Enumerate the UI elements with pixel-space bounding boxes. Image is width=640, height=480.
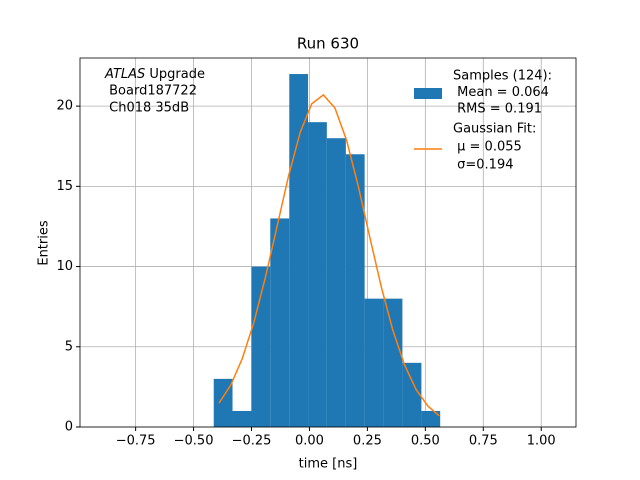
fit-line — [218, 93, 440, 417]
bar — [326, 138, 346, 427]
bar — [289, 74, 309, 427]
x-tick-label: 1.00 — [527, 434, 556, 449]
x-tick-label: 0.50 — [411, 434, 440, 449]
legend-label: Gaussian Fit: — [453, 122, 536, 137]
bar — [232, 410, 252, 427]
legend-label: RMS = 0.191 — [453, 102, 542, 117]
legend-label: Samples (124): — [453, 69, 552, 84]
legend-label: σ=0.194 — [453, 158, 513, 173]
annotation-text: Upgrade — [145, 67, 205, 82]
x-tick-label: 0.00 — [295, 434, 324, 449]
y-tick-label: 20 — [56, 99, 73, 114]
bar — [421, 410, 441, 427]
legend-label: Mean = 0.064 — [453, 85, 549, 100]
y-tick-label: 10 — [56, 259, 73, 274]
annotation: ATLAS Upgrade — [104, 67, 205, 82]
axes-frame — [79, 57, 577, 428]
bar — [308, 122, 327, 427]
annotation-italic: ATLAS — [104, 67, 145, 82]
bar — [345, 154, 365, 427]
y-axis-label: Entries — [37, 220, 52, 266]
x-tick-label: −0.50 — [174, 434, 214, 449]
legend-patch — [414, 88, 442, 99]
y-tick-label: 0 — [65, 420, 73, 435]
legend-label: μ = 0.055 — [453, 140, 522, 155]
y-tick-label: 5 — [65, 339, 73, 354]
x-tick-label: 0.25 — [353, 434, 382, 449]
bar — [402, 362, 422, 427]
x-tick-label: −0.25 — [232, 434, 272, 449]
x-tick-label: 0.75 — [469, 434, 498, 449]
bar — [364, 298, 384, 427]
bar — [270, 218, 290, 427]
chart-title: Run 630 — [297, 35, 359, 53]
x-axis-label: time [ns] — [299, 457, 358, 472]
y-tick-label: 15 — [56, 179, 73, 194]
bar — [251, 266, 271, 427]
annotation-line: Ch018 35dB — [105, 101, 189, 116]
bar — [383, 298, 403, 427]
annotation-line: Board187722 — [105, 84, 197, 99]
x-tick-label: −0.75 — [116, 434, 156, 449]
